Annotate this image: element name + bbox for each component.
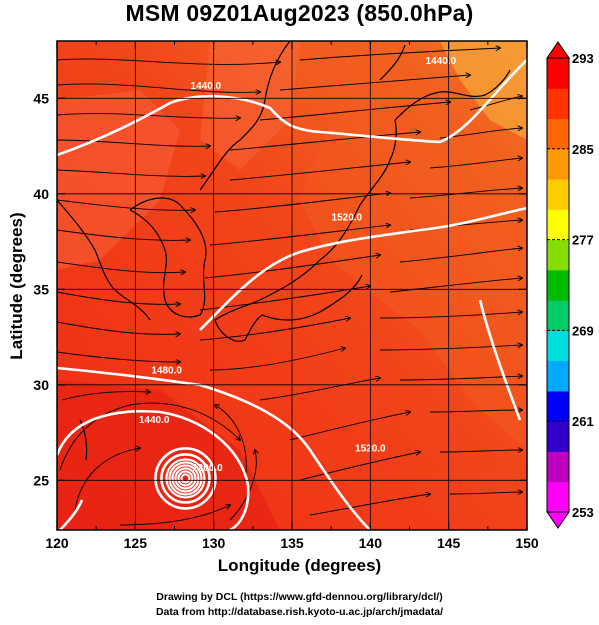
credit-text: Drawing by DCL (https://www.gfd-dennou.o…	[0, 590, 599, 620]
colorbar-segment	[547, 269, 569, 301]
grid-lines	[57, 41, 527, 530]
y-tick-label: 45	[33, 90, 49, 106]
colorbar-bottom-arrow	[546, 511, 570, 529]
contour-label: 1480.0	[151, 365, 182, 376]
x-tick-label: 145	[437, 535, 461, 551]
contour-1520	[199, 206, 527, 331]
colorbar-segment	[547, 88, 569, 120]
x-tick-label: 120	[45, 535, 69, 551]
land-area-w	[57, 90, 180, 270]
typhoon-ring	[168, 461, 203, 496]
colorbar-tick-label: 293	[572, 51, 594, 66]
typhoon-ring	[160, 453, 211, 504]
coast-kyushu	[214, 314, 263, 342]
colorbar-segment	[547, 239, 569, 271]
coast-honshu	[214, 119, 397, 321]
coast-north	[199, 41, 291, 191]
typhoon-rings	[154, 447, 217, 510]
land-area-n	[200, 41, 300, 170]
x-tick-label: 130	[202, 535, 226, 551]
coast-taiwan	[79, 419, 88, 461]
coast-sakhalin	[379, 44, 406, 81]
coast-hokkaido	[394, 69, 511, 121]
contour-label: 1440.0	[426, 56, 457, 67]
x-tick-label: 150	[515, 535, 539, 551]
coast-south-honshu	[261, 274, 363, 321]
map-plot-area: 1440.01440.01520.01480.01440.01200.01520…	[57, 41, 527, 530]
x-axis-label-text: Longitude (degrees)	[217, 556, 382, 575]
axis-ticks: 120 125 130 135 140 145 150 25 30 35 40 45	[33, 41, 539, 551]
colorbar-segment	[547, 481, 569, 513]
y-tick-label: 25	[33, 472, 49, 488]
contour-label: 1440.0	[191, 81, 222, 92]
typhoon-ring	[174, 467, 197, 490]
colorbar-segment	[547, 421, 569, 452]
colorbar-segment	[547, 209, 569, 241]
contour-east	[478, 299, 522, 421]
typhoon-ring	[177, 470, 194, 487]
streamlines	[57, 48, 522, 526]
colorbar-segment	[547, 58, 569, 89]
colorbar-tick-label: 261	[572, 414, 594, 429]
colorbar-segment	[547, 451, 569, 483]
y-tick-label: 40	[33, 186, 49, 202]
credit-line-2: Data from http://database.rish.kyoto-u.a…	[155, 606, 444, 618]
x-tick-label: 135	[280, 535, 304, 551]
credit-line-1: Drawing by DCL (https://www.gfd-dennou.o…	[156, 591, 443, 603]
contour-label: 1200.0	[192, 463, 223, 474]
colorbar-segment	[547, 300, 569, 331]
colorbar-tick-label: 285	[572, 142, 594, 157]
contour-sw	[59, 499, 84, 530]
contour-1440-north	[57, 59, 527, 157]
contour-1480	[57, 366, 371, 530]
x-tick-label: 125	[124, 535, 148, 551]
typhoon-ring	[180, 473, 191, 484]
contour-label: 1520.0	[332, 213, 363, 224]
colorbar: 253 261 269 277 285 293	[546, 41, 594, 529]
x-axis-label: Longitude (degrees)	[0, 556, 599, 576]
typhoon-ring	[171, 464, 200, 493]
height-contours	[57, 59, 527, 530]
colorbar-tick-label: 253	[572, 505, 594, 520]
colorbar-segment	[547, 330, 569, 362]
colorbar-segment	[547, 148, 569, 180]
contour-1440-south	[57, 410, 250, 530]
colorbar-tick-label: 269	[572, 323, 594, 338]
y-tick-label: 35	[33, 281, 49, 297]
warm-area	[57, 41, 527, 450]
colorbar-segment	[547, 360, 569, 392]
chart-title: MSM 09Z01Aug2023 (850.0hPa)	[125, 0, 474, 26]
colorbar-top-arrow	[546, 41, 570, 59]
x-tick-label: 140	[359, 535, 383, 551]
contour-label: 1440.0	[139, 415, 170, 426]
typhoon-ring	[165, 458, 206, 499]
y-tick-label: 30	[33, 377, 49, 393]
colorbar-tick-label: 277	[572, 233, 594, 248]
colorbar-segment	[547, 118, 569, 150]
warm-area-ne	[440, 41, 527, 140]
coast-korea	[129, 197, 207, 318]
typhoon-ring	[154, 447, 217, 510]
colorbar-segment	[547, 179, 569, 210]
colorbar-segment	[547, 390, 569, 422]
